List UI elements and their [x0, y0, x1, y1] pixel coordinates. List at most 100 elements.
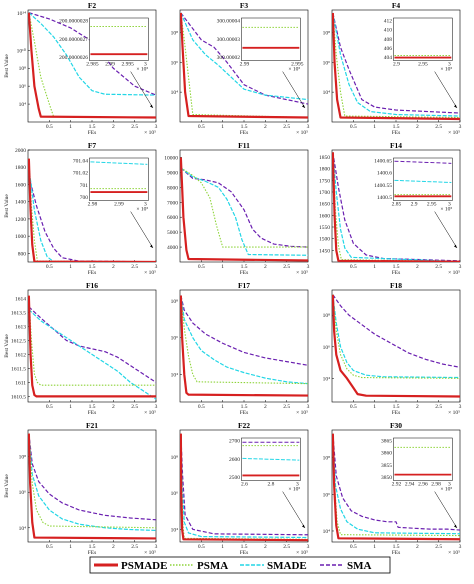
- x-tick-label: 3: [155, 544, 158, 550]
- inset-pointer: [130, 211, 154, 249]
- y-tick-label: 10⁸: [323, 313, 331, 319]
- inset-y-tick-label: 406: [384, 46, 393, 52]
- y-tick-label: 800: [18, 251, 27, 257]
- y-tick-label: 10⁴: [323, 90, 331, 96]
- legend-label-PSMA: PSMA: [197, 560, 228, 572]
- y-tick-label: 10⁶: [171, 491, 179, 497]
- inset-line-SMADE: [394, 179, 452, 183]
- y-tick-label: 1613.5: [11, 310, 26, 316]
- x-axis-label: FEs: [240, 410, 249, 416]
- x-exponent-label: × 10⁵: [448, 410, 460, 416]
- y-tick-label: 1650: [319, 202, 330, 208]
- series-line-PSMA: [180, 167, 308, 248]
- panel-title: F17: [238, 281, 250, 290]
- y-tick-label: 10⁶: [323, 345, 331, 351]
- series-line-PSMADE: [332, 433, 460, 541]
- x-exponent-label: × 10⁵: [144, 410, 156, 416]
- inset-pointer: [434, 211, 458, 249]
- legend: PSMADE PSMA SMADE SMA: [89, 556, 391, 574]
- y-tick-label: 10¹⁴: [17, 11, 26, 17]
- inset-x-tick-label: 2.94: [405, 482, 415, 488]
- inset-pointer-head: [454, 244, 457, 248]
- inset-exponent-label: × 10⁵: [136, 207, 148, 213]
- inset-y-tick-label: 2700: [229, 439, 240, 445]
- y-tick-label: 1614: [15, 296, 26, 302]
- series-line-SMA: [332, 12, 460, 114]
- inset-exponent-label: × 10⁵: [440, 67, 452, 73]
- inset-x-tick-label: 2.995: [291, 62, 304, 68]
- series-line-SMA: [332, 294, 460, 368]
- inset-pointer-head: [302, 104, 305, 108]
- panel-title: F11: [238, 141, 250, 150]
- inset-x-tick-label: 2.85: [392, 202, 402, 208]
- inset-y-tick-label: 3850: [381, 475, 392, 481]
- inset-x-tick-label: 3: [296, 482, 299, 488]
- y-tick-label: 1613: [15, 324, 26, 330]
- x-exponent-label: × 10⁵: [296, 130, 308, 136]
- inset-pointer-head: [150, 104, 153, 108]
- x-tick-label: 1.5: [241, 264, 248, 270]
- panel-F2: F2 10¹⁰ 10⁸ 10⁶ 10⁴ 10¹⁴ 0.5 1 1.5 2 2.5 3 FEs × 10⁵ B…: [4, 1, 158, 136]
- x-tick-label: 3: [459, 404, 462, 410]
- y-tick-label: 5000: [167, 230, 178, 236]
- panel-title: F2: [88, 1, 97, 10]
- y-tick-label: 10⁸: [323, 30, 331, 36]
- y-tick-label: 1400: [15, 200, 26, 206]
- y-axis-label: Best Value: [4, 474, 10, 498]
- series-line-SMA: [180, 295, 308, 366]
- x-tick-label: 1.5: [89, 264, 96, 270]
- x-tick-label: 0.5: [46, 264, 53, 270]
- inset-y-tick-label: 200.0000026: [59, 55, 88, 61]
- inset-y-tick-label: 300.00004: [217, 19, 241, 25]
- inset-y-tick-label: 412: [384, 19, 393, 25]
- y-tick-label: 1800: [15, 165, 26, 171]
- y-tick-label: 1500: [319, 237, 330, 243]
- series-line-PSMADE: [332, 294, 460, 398]
- x-tick-label: 3: [307, 404, 310, 410]
- inset-x-tick-label: 3: [448, 62, 451, 68]
- y-tick-label: 10⁴: [171, 90, 179, 96]
- x-tick-label: 2.5: [283, 264, 290, 270]
- inset-frame: [241, 17, 301, 61]
- y-tick-label: 1000: [15, 234, 26, 240]
- x-tick-label: 2.5: [435, 544, 442, 550]
- x-exponent-label: × 10⁵: [448, 270, 460, 276]
- x-tick-label: 1: [69, 124, 72, 130]
- panel-F21: F21 10⁸ 10⁶ 10⁴ 0.5 1 1.5 2 2.5 3 FEs × 10⁵ Best Val…: [4, 421, 158, 556]
- series-line-SMA: [28, 433, 156, 521]
- y-axis-label: Best Value: [4, 54, 10, 78]
- inset-pointer: [434, 71, 458, 109]
- inset-frame: [89, 157, 149, 201]
- x-tick-label: 1.5: [393, 404, 400, 410]
- x-tick-label: 2.5: [283, 544, 290, 550]
- inset-x-tick-label: 2.8: [267, 482, 274, 488]
- x-exponent-label: × 10⁵: [144, 270, 156, 276]
- x-tick-label: 1.5: [393, 124, 400, 130]
- plot-frame: [331, 289, 461, 403]
- y-tick-label: 4000: [167, 245, 178, 251]
- panel-title: F16: [86, 281, 98, 290]
- x-tick-label: 0.5: [350, 124, 357, 130]
- inset-y-tick-label: 300.00003: [217, 37, 241, 43]
- x-exponent-label: × 10⁵: [448, 130, 460, 136]
- y-tick-label: 10⁸: [171, 455, 179, 461]
- x-tick-label: 1: [69, 264, 72, 270]
- series-line-PSMA: [332, 12, 460, 119]
- x-tick-label: 1: [221, 544, 224, 550]
- x-tick-label: 1.5: [241, 404, 248, 410]
- x-tick-label: 1: [373, 404, 376, 410]
- y-tick-label: 10000: [164, 155, 178, 161]
- x-tick-label: 2.5: [435, 264, 442, 270]
- panel-title: F30: [390, 421, 402, 430]
- series-line-PSMADE: [180, 157, 308, 262]
- y-tick-label: 1850: [319, 155, 330, 161]
- inset-x-tick-label: 2.9: [411, 202, 418, 208]
- y-tick-label: 1600: [319, 213, 330, 219]
- legend-label-SMADE: SMADE: [267, 560, 307, 572]
- inset-x-tick-label: 2.99: [105, 62, 115, 68]
- x-tick-label: 1: [69, 404, 72, 410]
